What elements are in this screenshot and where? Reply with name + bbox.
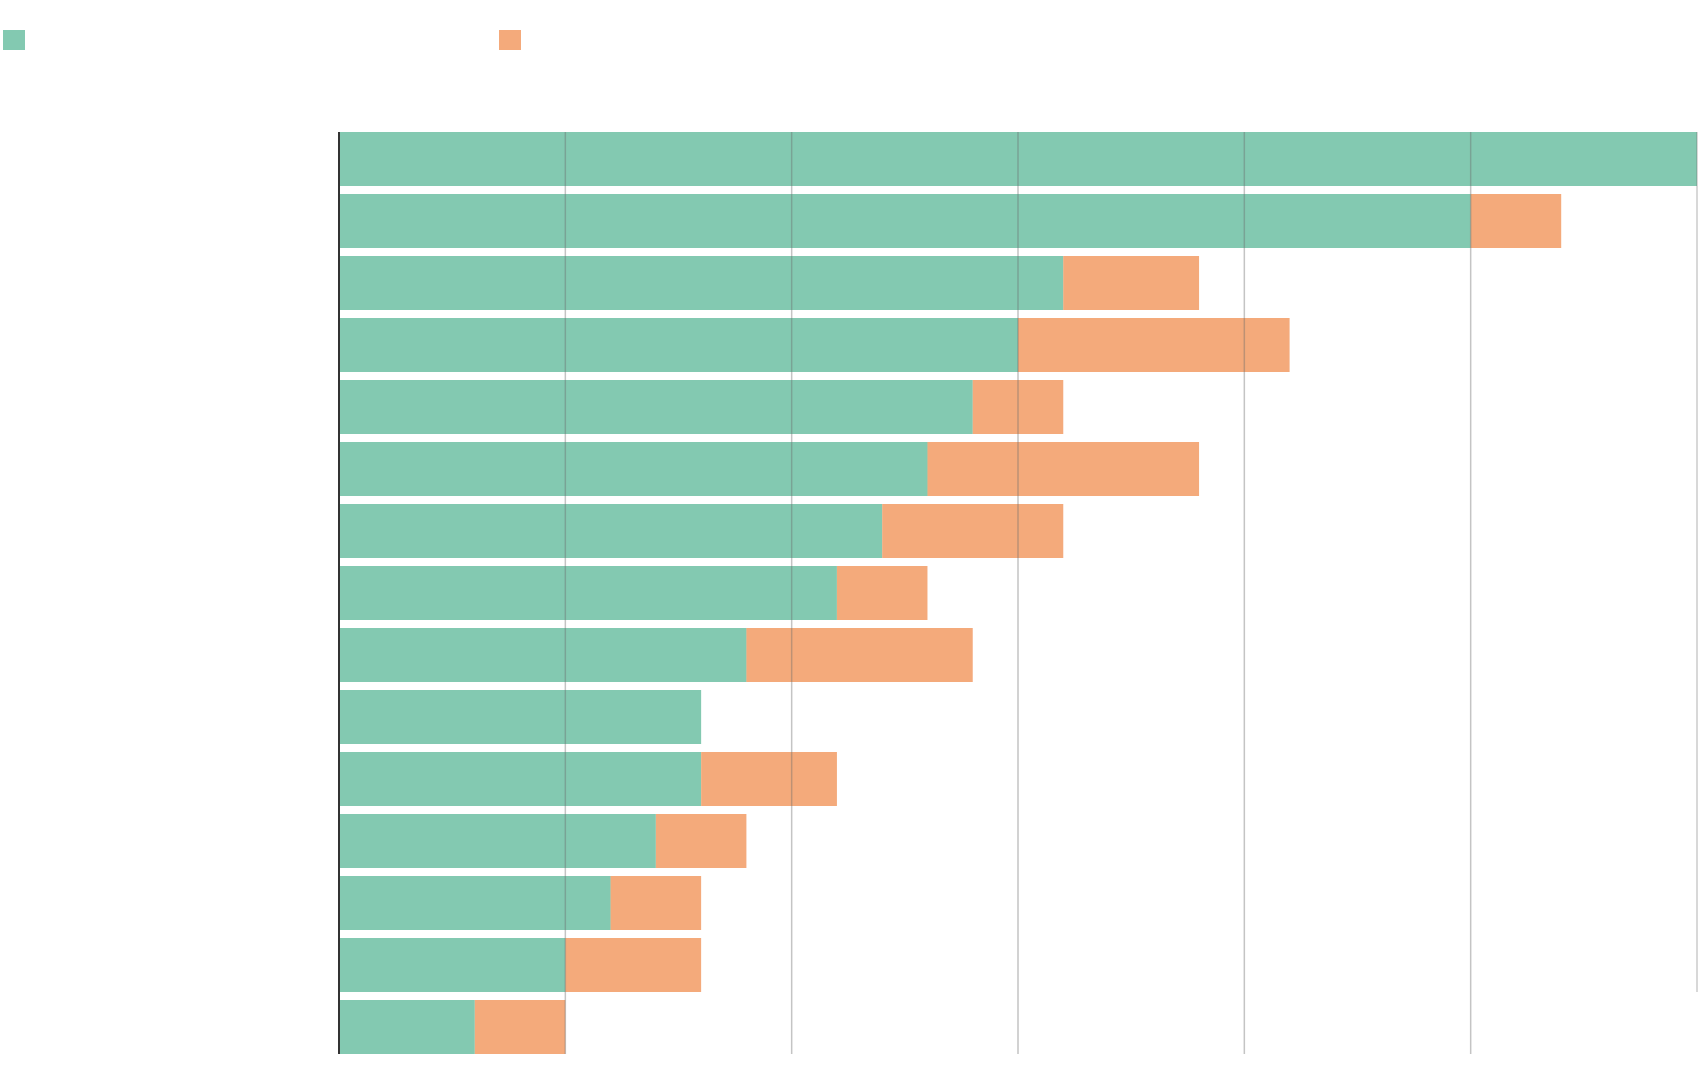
bar-row-2-series-2 [1470, 194, 1562, 248]
legend-swatch-2 [499, 30, 521, 50]
bar-row-14-series-1 [339, 938, 566, 992]
bar-row-12-series-1 [339, 814, 656, 868]
bar-row-2-series-1 [339, 194, 1471, 248]
plot-area [338, 132, 1698, 1054]
bar-row-13-series-2 [610, 876, 702, 930]
bar-row-7-series-2 [882, 504, 1064, 558]
bar-row-9-series-2 [746, 628, 973, 682]
bar-row-6-series-2 [927, 442, 1200, 496]
legend-swatch-1 [3, 30, 25, 50]
bar-row-1-series-1 [339, 132, 1697, 186]
bar-row-10-series-1 [339, 690, 702, 744]
legend [3, 30, 521, 50]
bar-row-15-series-2 [474, 1000, 566, 1054]
bar-row-14-series-2 [565, 938, 702, 992]
bar-row-3-series-2 [1063, 256, 1200, 310]
bar-row-4-series-2 [1018, 318, 1290, 372]
bar-row-11-series-1 [339, 752, 702, 806]
bar-row-13-series-1 [339, 876, 611, 930]
gridlines [564, 132, 1698, 1054]
bar-row-11-series-2 [701, 752, 837, 806]
bars [339, 132, 1697, 1054]
bar-row-6-series-1 [339, 442, 928, 496]
bar-row-8-series-2 [836, 566, 928, 620]
bar-row-5-series-2 [972, 380, 1064, 434]
bar-row-7-series-1 [339, 504, 883, 558]
bar-row-15-series-1 [339, 1000, 475, 1054]
bar-row-9-series-1 [339, 628, 747, 682]
bar-row-8-series-1 [339, 566, 837, 620]
bar-row-5-series-1 [339, 380, 973, 434]
bar-row-12-series-2 [655, 814, 747, 868]
bar-row-3-series-1 [339, 256, 1064, 310]
bar-row-4-series-1 [339, 318, 1018, 372]
